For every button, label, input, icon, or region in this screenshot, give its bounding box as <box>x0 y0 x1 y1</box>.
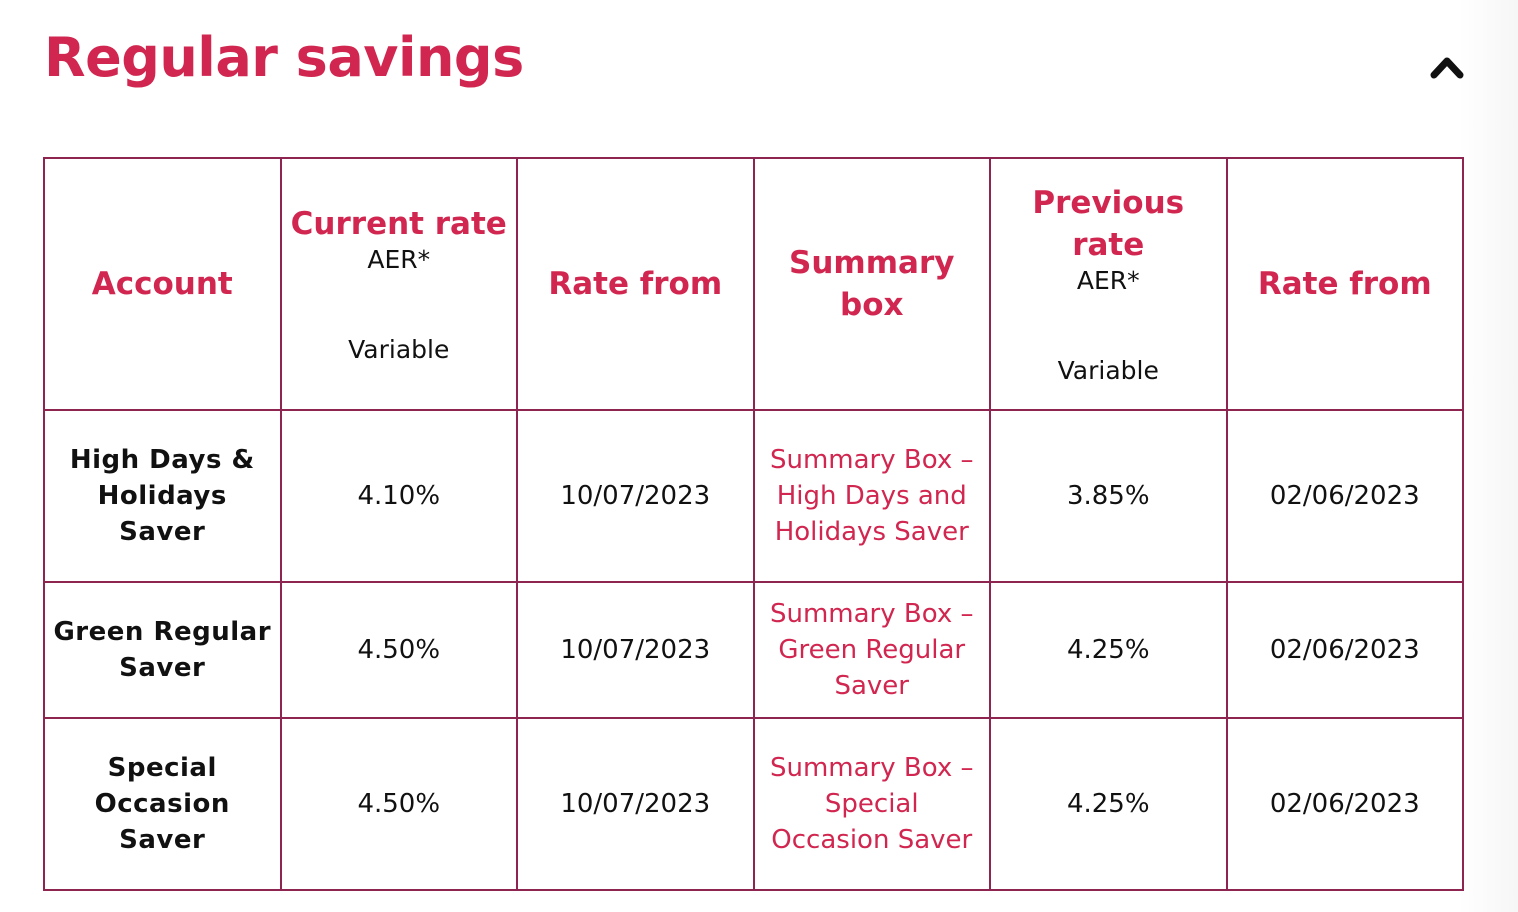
summary-box-link[interactable]: Summary Box – High Days and Holidays Sav… <box>769 445 974 547</box>
header-previous-rate-aer: AER* <box>1076 266 1140 295</box>
previous-rate-from-date: 02/06/2023 <box>1225 409 1464 583</box>
header-summary-box-label: Summary box <box>789 245 955 323</box>
header-previous-rate: Previous rate AER* Variable <box>989 157 1228 411</box>
table-row: Green Regular Saver 4.50% 10/07/2023 Sum… <box>43 581 1464 719</box>
table-header-row: Account Current rate AER* Variable Rate … <box>43 157 1464 411</box>
summary-box-link[interactable]: Summary Box – Green Regular Saver <box>769 599 974 701</box>
header-account-label: Account <box>91 266 233 302</box>
page-edge-shade <box>1458 0 1518 912</box>
current-rate: 4.50% <box>279 581 518 719</box>
rate-from-date: 10/07/2023 <box>516 717 755 891</box>
header-summary-box: Summary box <box>752 157 991 411</box>
regular-savings-table: Account Current rate AER* Variable Rate … <box>43 157 1464 891</box>
header-current-rate-aer: AER* <box>367 245 431 274</box>
previous-rate-from-date: 02/06/2023 <box>1225 581 1464 719</box>
section-title: Regular savings <box>44 26 524 89</box>
previous-rate-from-date: 02/06/2023 <box>1225 717 1464 891</box>
header-account: Account <box>43 157 282 411</box>
header-rate-from: Rate from <box>516 157 755 411</box>
current-rate: 4.10% <box>279 409 518 583</box>
account-name: High Days & Holidays Saver <box>43 409 282 583</box>
header-current-rate-label: Current rate <box>290 206 507 242</box>
table-row: Special Occasion Saver 4.50% 10/07/2023 … <box>43 717 1464 891</box>
collapse-toggle-button[interactable] <box>1428 50 1468 84</box>
header-rate-from-label: Rate from <box>548 266 723 302</box>
table-row: High Days & Holidays Saver 4.10% 10/07/2… <box>43 409 1464 583</box>
current-rate: 4.50% <box>279 717 518 891</box>
rate-from-date: 10/07/2023 <box>516 409 755 583</box>
previous-rate: 3.85% <box>989 409 1228 583</box>
header-previous-rate-from-label: Rate from <box>1257 266 1432 302</box>
summary-box-cell: Summary Box – Special Occasion Saver <box>752 717 991 891</box>
previous-rate: 4.25% <box>989 717 1228 891</box>
summary-box-cell: Summary Box – Green Regular Saver <box>752 581 991 719</box>
rate-from-date: 10/07/2023 <box>516 581 755 719</box>
header-current-rate: Current rate AER* Variable <box>279 157 518 411</box>
account-name: Green Regular Saver <box>43 581 282 719</box>
chevron-up-icon <box>1430 57 1464 79</box>
header-previous-rate-from: Rate from <box>1225 157 1464 411</box>
previous-rate: 4.25% <box>989 581 1228 719</box>
header-previous-rate-type: Variable <box>1057 356 1159 385</box>
account-name: Special Occasion Saver <box>43 717 282 891</box>
header-previous-rate-label: Previous rate <box>1032 185 1185 263</box>
header-current-rate-type: Variable <box>348 335 450 364</box>
summary-box-link[interactable]: Summary Box – Special Occasion Saver <box>769 753 974 855</box>
summary-box-cell: Summary Box – High Days and Holidays Sav… <box>752 409 991 583</box>
